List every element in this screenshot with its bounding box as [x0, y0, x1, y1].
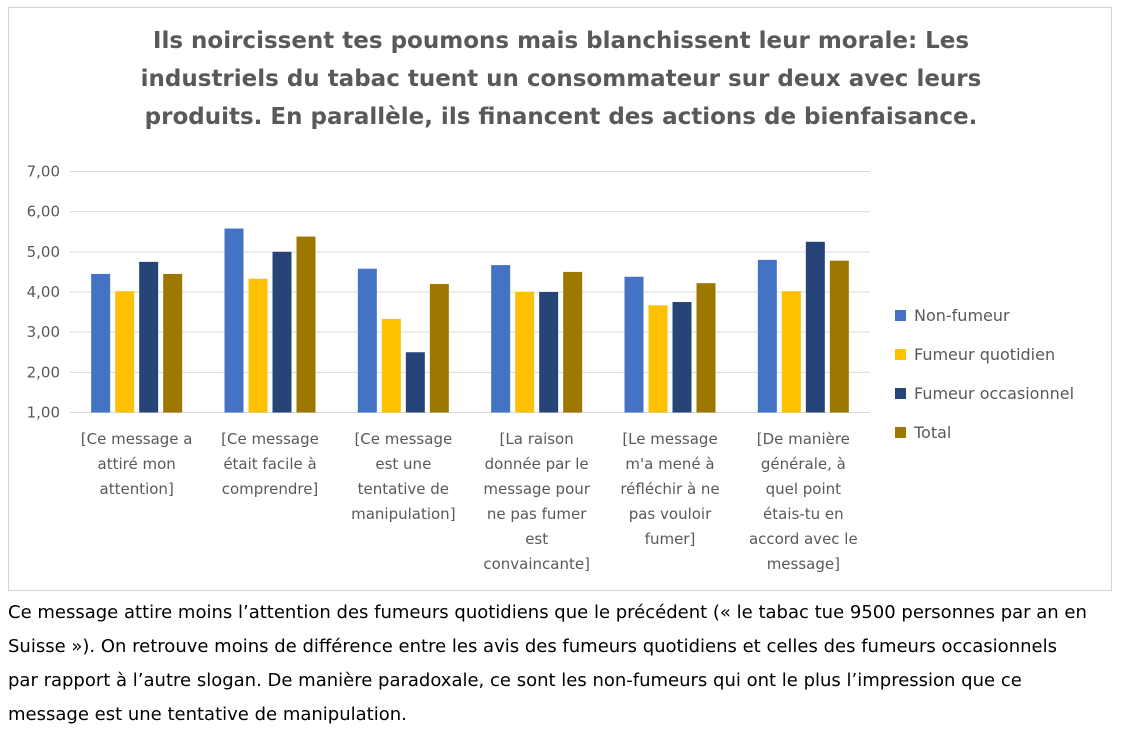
- caption-text: Ce message attire moins l’attention des …: [8, 602, 1087, 725]
- y-tick-label: 5,00: [27, 243, 60, 261]
- legend-item: Non-fumeur: [895, 296, 1074, 335]
- y-tick-label: 6,00: [27, 203, 60, 221]
- chart-frame: [8, 7, 1112, 591]
- legend-swatch: [895, 349, 906, 360]
- bar-fumeur-occasionnel: [539, 292, 559, 413]
- y-tick-label: 2,00: [27, 363, 60, 381]
- bar-non-fumeur: [91, 273, 111, 413]
- y-tick-label: 7,00: [27, 163, 60, 181]
- bar-fumeur-quotidien: [248, 278, 268, 413]
- bar-fumeur-occasionnel: [805, 241, 825, 413]
- bar-total: [429, 283, 449, 413]
- bar-fumeur-occasionnel: [139, 261, 159, 413]
- x-category-label: [De manière générale, à quel point étais…: [748, 430, 858, 573]
- bar-total: [829, 260, 849, 413]
- legend-label: Non-fumeur: [914, 306, 1010, 325]
- bar-non-fumeur: [624, 276, 644, 413]
- bar-fumeur-quotidien: [115, 291, 135, 413]
- chart-title: Ils noircissent tes poumons mais blanchi…: [140, 28, 982, 130]
- x-category-label: [Le message m'a mené à réfléchir à ne pa…: [620, 430, 720, 548]
- bar-fumeur-quotidien: [515, 292, 535, 413]
- legend-item: Total: [895, 413, 1074, 452]
- legend: Non-fumeur Fumeur quotidien Fumeur occasio…: [895, 296, 1074, 452]
- x-category-label: [Ce message a attiré mon attention]: [80, 430, 193, 498]
- legend-swatch: [895, 310, 906, 321]
- bar-non-fumeur: [224, 228, 244, 413]
- bar-total: [563, 271, 583, 413]
- legend-label: Fumeur quotidien: [914, 345, 1056, 364]
- bar-total: [296, 236, 316, 413]
- bar-total: [163, 273, 183, 413]
- bar-fumeur-quotidien: [648, 305, 668, 413]
- bar-fumeur-occasionnel: [405, 352, 425, 413]
- legend-item: Fumeur occasionnel: [895, 374, 1074, 413]
- y-tick-label: 1,00: [27, 404, 60, 422]
- bar-fumeur-quotidien: [781, 291, 801, 413]
- x-category-label: [Ce message était facile à comprendre]: [221, 430, 319, 498]
- bar-non-fumeur: [491, 265, 511, 413]
- plot-area: 1,00 2,00 3,00 4,00 5,00 6,00 7,00: [27, 163, 870, 422]
- legend-item: Fumeur quotidien: [895, 335, 1074, 374]
- legend-swatch: [895, 427, 906, 438]
- bar-total: [696, 283, 716, 413]
- x-category-label: [Ce message est une tentative de manipul…: [351, 430, 456, 523]
- bar-fumeur-occasionnel: [272, 251, 292, 413]
- y-tick-label: 3,00: [27, 323, 60, 341]
- legend-label: Total: [914, 423, 952, 442]
- x-category-label: [La raison donnée par le message pour ne…: [483, 430, 590, 573]
- y-tick-label: 4,00: [27, 283, 60, 301]
- bar-non-fumeur: [357, 268, 377, 413]
- legend-swatch: [895, 388, 906, 399]
- bar-non-fumeur: [757, 259, 777, 413]
- legend-label: Fumeur occasionnel: [914, 384, 1075, 403]
- bar-fumeur-quotidien: [381, 318, 401, 413]
- bar-fumeur-occasionnel: [672, 302, 692, 413]
